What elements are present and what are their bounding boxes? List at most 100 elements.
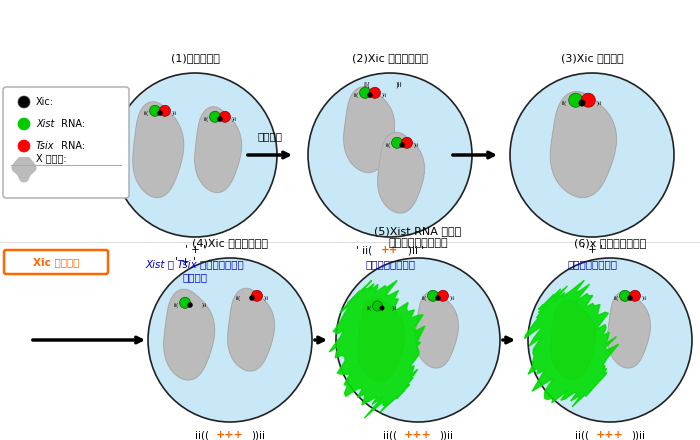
Circle shape (209, 111, 220, 122)
Text: ii(: ii( (174, 303, 178, 308)
Text: ii(: ii( (236, 296, 241, 301)
Polygon shape (329, 280, 425, 418)
Circle shape (249, 295, 255, 301)
Circle shape (510, 73, 674, 237)
Text: ii(: ii( (386, 143, 391, 147)
Circle shape (620, 290, 631, 301)
Circle shape (402, 137, 412, 148)
Circle shape (148, 258, 312, 422)
Text: Xist と Tsix は両アリルから: Xist と Tsix は両アリルから (146, 259, 244, 269)
Text: )ii: )ii (263, 296, 268, 301)
Text: )ii ': )ii ' (408, 245, 424, 255)
Text: +++: +++ (216, 430, 244, 440)
Circle shape (217, 116, 223, 122)
Circle shape (220, 111, 230, 122)
Text: (3)Xic 対合形成: (3)Xic 対合形成 (561, 53, 623, 63)
Circle shape (399, 142, 405, 148)
Polygon shape (344, 87, 395, 172)
Circle shape (18, 118, 30, 130)
Text: ii(: ii( (562, 100, 567, 106)
Text: Xic:: Xic: (36, 97, 54, 107)
Circle shape (360, 87, 370, 98)
Text: )ii: )ii (231, 117, 237, 121)
Circle shape (308, 73, 472, 237)
Text: アリルで蓄積を開始: アリルで蓄積を開始 (389, 238, 448, 248)
Text: ii(: ii( (363, 82, 370, 88)
Circle shape (578, 99, 585, 106)
Circle shape (336, 258, 500, 422)
Text: ii(: ii( (614, 296, 619, 301)
Text: )ii: )ii (382, 92, 386, 98)
Text: ' + ': ' + ' (582, 245, 603, 255)
Text: )ii: )ii (597, 100, 602, 106)
Polygon shape (358, 298, 405, 381)
Text: ' ii(: ' ii( (356, 245, 372, 255)
Text: )ii: )ii (172, 110, 176, 116)
Circle shape (158, 110, 162, 116)
Text: ii((: ii(( (195, 430, 209, 440)
Text: ))ii: ))ii (251, 430, 265, 440)
Circle shape (379, 305, 384, 311)
Text: RNA:: RNA: (58, 119, 85, 129)
Polygon shape (195, 107, 242, 192)
Circle shape (150, 105, 160, 116)
Text: ))ii: ))ii (631, 430, 645, 440)
Text: )ii: )ii (641, 296, 646, 301)
Circle shape (435, 295, 441, 301)
Text: ))ii: ))ii (439, 430, 453, 440)
Text: +++: +++ (404, 430, 432, 440)
Text: Xist: Xist (36, 119, 55, 129)
Polygon shape (550, 92, 617, 198)
Text: ii(: ii( (144, 110, 149, 116)
Circle shape (18, 96, 30, 108)
Text: (5)Xist RNA が片側: (5)Xist RNA が片側 (374, 226, 461, 236)
Circle shape (368, 92, 372, 98)
Text: ii(: ii( (367, 305, 372, 311)
Polygon shape (164, 290, 215, 380)
Text: Tsix: Tsix (36, 141, 55, 151)
Text: RNA:: RNA: (58, 141, 85, 151)
Circle shape (113, 73, 277, 237)
Text: 衝突頻度の増加？: 衝突頻度の増加？ (365, 259, 415, 269)
Polygon shape (378, 132, 424, 213)
Circle shape (428, 290, 438, 301)
Text: ii(: ii( (204, 117, 209, 121)
Text: (4)Xic の対合が分離: (4)Xic の対合が分離 (192, 238, 268, 248)
Circle shape (629, 290, 641, 301)
Text: ii((: ii(( (575, 430, 589, 440)
Text: +++: +++ (596, 430, 624, 440)
Text: 発現する: 発現する (183, 272, 207, 282)
Text: )ii: )ii (201, 303, 206, 308)
Text: ii((: ii(( (383, 430, 397, 440)
Polygon shape (608, 291, 650, 368)
Circle shape (568, 93, 582, 107)
Polygon shape (12, 158, 36, 182)
Polygon shape (524, 280, 619, 407)
FancyBboxPatch shape (4, 250, 108, 274)
Circle shape (528, 258, 692, 422)
Text: 一過性に安定化？: 一過性に安定化？ (567, 259, 617, 269)
Text: ' + ': ' + ' (185, 245, 205, 255)
FancyBboxPatch shape (3, 87, 129, 198)
Text: ++: ++ (382, 245, 399, 255)
Circle shape (372, 301, 382, 311)
Text: (2)Xic 移動度の増加: (2)Xic 移動度の増加 (352, 53, 428, 63)
Text: )ii: )ii (395, 82, 402, 88)
Polygon shape (551, 301, 596, 379)
Circle shape (438, 290, 449, 301)
Text: )ii: )ii (392, 305, 397, 311)
Circle shape (627, 295, 633, 301)
Text: X 染色体:: X 染色体: (36, 153, 66, 163)
Text: ' + ': ' + ' (174, 257, 195, 267)
Polygon shape (133, 102, 183, 198)
Text: (1)未分化細脹: (1)未分化細脹 (171, 53, 219, 63)
Circle shape (370, 87, 381, 98)
Text: )ii: )ii (449, 296, 454, 301)
Circle shape (179, 297, 190, 308)
Circle shape (160, 105, 171, 116)
Text: (6)x 染色体不活性化: (6)x 染色体不活性化 (574, 238, 646, 248)
Polygon shape (228, 288, 274, 371)
Circle shape (18, 140, 30, 152)
Text: ii(: ii( (354, 92, 359, 98)
Text: 分化誘導: 分化誘導 (258, 131, 283, 141)
